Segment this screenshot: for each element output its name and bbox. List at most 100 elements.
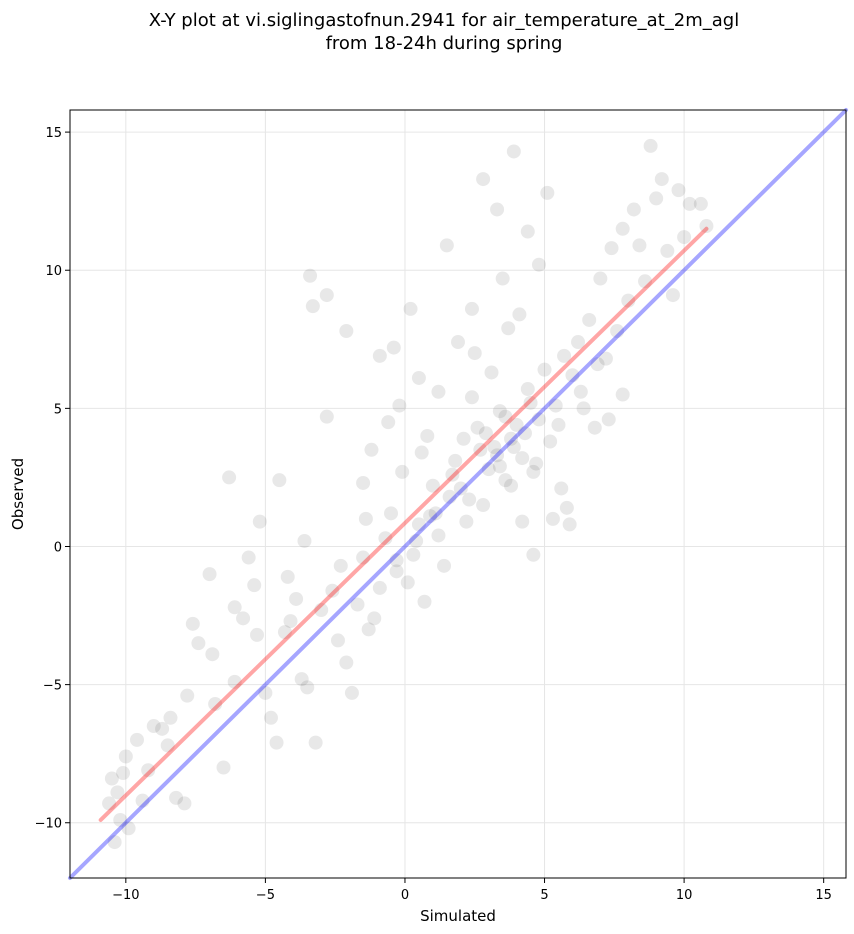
data-point <box>601 412 616 427</box>
data-point <box>367 611 382 626</box>
data-point <box>191 636 206 651</box>
data-point <box>403 301 418 316</box>
data-point <box>543 434 558 449</box>
data-point <box>699 219 714 234</box>
data-point <box>632 238 647 253</box>
data-point <box>252 514 267 529</box>
data-point <box>654 172 669 187</box>
data-point <box>247 578 262 593</box>
data-point <box>643 138 658 153</box>
data-point <box>297 533 312 548</box>
data-point <box>141 763 156 778</box>
y-tick-label: 10 <box>45 264 62 279</box>
data-point <box>417 594 432 609</box>
data-point <box>364 442 379 457</box>
data-point <box>414 445 429 460</box>
data-point <box>425 478 440 493</box>
data-point <box>540 185 555 200</box>
data-point <box>325 583 340 598</box>
data-point <box>453 481 468 496</box>
data-point <box>378 531 393 546</box>
y-tick-label: −10 <box>35 817 62 832</box>
data-point <box>537 362 552 377</box>
data-point <box>504 431 519 446</box>
data-point <box>283 614 298 629</box>
data-point <box>294 672 309 687</box>
data-point <box>258 685 273 700</box>
data-point <box>160 738 175 753</box>
grid-lines <box>70 110 846 878</box>
fit-lines <box>68 108 848 880</box>
data-point <box>361 622 376 637</box>
data-point <box>241 550 256 565</box>
data-point <box>504 478 519 493</box>
data-point <box>216 760 231 775</box>
data-point <box>506 440 521 455</box>
x-tick-label: −10 <box>112 888 139 903</box>
data-point <box>431 384 446 399</box>
data-point <box>169 790 184 805</box>
data-point <box>456 431 471 446</box>
data-point <box>146 719 161 734</box>
data-point <box>490 202 505 217</box>
data-point <box>587 420 602 435</box>
data-point <box>671 183 686 198</box>
data-point <box>526 547 541 562</box>
data-point <box>208 696 223 711</box>
data-point <box>177 796 192 811</box>
data-point <box>163 710 178 725</box>
data-point <box>598 351 613 366</box>
data-point <box>277 625 292 640</box>
data-point <box>356 550 371 565</box>
data-point <box>498 473 513 488</box>
data-point <box>610 324 625 339</box>
data-point <box>501 321 516 336</box>
y-tick-label: −5 <box>43 679 62 694</box>
data-point <box>116 766 131 781</box>
data-point <box>118 749 133 764</box>
data-point <box>227 600 242 615</box>
data-point <box>649 191 664 206</box>
data-point <box>557 348 572 363</box>
x-tick-label: 0 <box>401 888 409 903</box>
data-point <box>110 785 125 800</box>
data-point <box>386 340 401 355</box>
chart-title-line1: X-Y plot at vi.siglingastofnun.2941 for … <box>149 10 739 31</box>
data-point <box>308 735 323 750</box>
plot-frame <box>69 109 847 879</box>
data-point <box>319 409 334 424</box>
data-point <box>205 647 220 662</box>
data-point <box>515 451 530 466</box>
x-tick-label: 10 <box>676 888 693 903</box>
data-point <box>470 420 485 435</box>
data-point <box>445 467 460 482</box>
data-point <box>409 533 424 548</box>
data-point <box>531 257 546 272</box>
data-point <box>682 196 697 211</box>
data-point <box>548 398 563 413</box>
data-point <box>314 603 329 618</box>
data-point <box>411 517 426 532</box>
data-point <box>102 796 117 811</box>
y-tick-label: 15 <box>45 126 62 141</box>
data-point <box>554 481 569 496</box>
data-point <box>464 301 479 316</box>
data-point <box>559 500 574 515</box>
data-point <box>582 312 597 327</box>
x-tick-label: 5 <box>540 888 548 903</box>
data-point <box>339 655 354 670</box>
data-point <box>227 674 242 689</box>
data-point <box>512 307 527 322</box>
data-point <box>263 710 278 725</box>
data-point <box>448 453 463 468</box>
data-point <box>303 268 318 283</box>
data-point <box>439 238 454 253</box>
data-point <box>104 771 119 786</box>
data-point <box>389 553 404 568</box>
data-point <box>660 243 675 258</box>
data-point <box>565 368 580 383</box>
data-point <box>551 417 566 432</box>
data-point <box>520 224 535 239</box>
data-point <box>411 370 426 385</box>
